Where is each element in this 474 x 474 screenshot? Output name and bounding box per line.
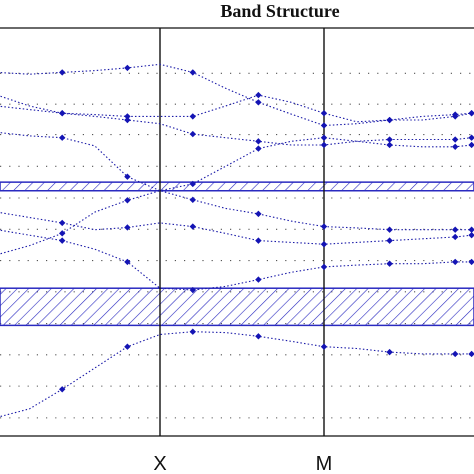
band-point bbox=[59, 237, 66, 244]
band-point bbox=[452, 226, 459, 233]
band-point bbox=[59, 230, 66, 237]
band-point bbox=[255, 138, 262, 145]
x-tick-label-X: X bbox=[153, 453, 166, 474]
band-point bbox=[320, 122, 328, 129]
band-point bbox=[124, 113, 131, 120]
band-point bbox=[189, 223, 196, 230]
band-line-3 bbox=[0, 105, 472, 146]
band-point bbox=[124, 224, 131, 231]
band-point bbox=[386, 260, 393, 267]
band-point bbox=[386, 226, 393, 233]
band-point bbox=[255, 145, 262, 152]
band-point bbox=[59, 219, 66, 227]
band-point bbox=[124, 116, 131, 124]
band-point bbox=[320, 141, 328, 149]
band-point bbox=[124, 197, 131, 204]
band-line-1 bbox=[0, 63, 472, 127]
band-line-4 bbox=[0, 132, 472, 192]
band-point bbox=[386, 136, 393, 143]
band-point bbox=[452, 111, 459, 118]
band-point bbox=[468, 258, 474, 266]
band-point bbox=[255, 99, 262, 106]
band-point bbox=[255, 237, 262, 244]
band-point bbox=[124, 343, 131, 350]
band-point bbox=[320, 110, 328, 117]
band-line-5 bbox=[0, 190, 472, 255]
band-line-8 bbox=[0, 331, 472, 418]
band-point bbox=[255, 276, 262, 283]
band-point bbox=[59, 110, 66, 117]
band-point bbox=[189, 130, 196, 138]
band-gap bbox=[0, 287, 474, 327]
band-point bbox=[468, 141, 474, 149]
band-point bbox=[59, 69, 66, 76]
band-line-7 bbox=[0, 229, 472, 291]
band-point bbox=[386, 348, 393, 356]
band-point bbox=[255, 91, 262, 99]
band-point bbox=[189, 196, 196, 204]
band-point bbox=[468, 231, 474, 239]
band-point bbox=[255, 333, 262, 340]
band-point bbox=[452, 136, 459, 143]
band-point bbox=[59, 386, 66, 393]
band-point bbox=[468, 110, 474, 117]
band-point bbox=[452, 143, 459, 150]
band-point bbox=[189, 328, 196, 335]
band-gap bbox=[0, 181, 474, 192]
chart-title: Band Structure bbox=[220, 1, 340, 21]
band-point bbox=[320, 343, 328, 350]
band-point bbox=[189, 113, 196, 120]
band-point bbox=[386, 237, 393, 244]
band-point bbox=[124, 64, 131, 72]
band-point bbox=[320, 241, 328, 248]
band-point bbox=[189, 286, 196, 294]
band-point bbox=[468, 350, 474, 358]
band-point bbox=[59, 134, 66, 141]
band-point bbox=[452, 350, 459, 358]
band-point bbox=[189, 69, 196, 76]
band-point bbox=[320, 223, 328, 230]
x-tick-label-M: M bbox=[316, 453, 333, 474]
band-point bbox=[320, 263, 328, 271]
band-point bbox=[124, 173, 131, 180]
band-point bbox=[255, 210, 262, 218]
band-point bbox=[320, 134, 328, 141]
band-point bbox=[452, 233, 459, 241]
band-point bbox=[189, 180, 196, 188]
band-point bbox=[386, 116, 393, 124]
band-point bbox=[468, 134, 474, 141]
band-point bbox=[468, 226, 474, 233]
band-point bbox=[386, 141, 393, 149]
band-line-6 bbox=[0, 212, 472, 245]
band-line-2 bbox=[0, 94, 472, 123]
band-point bbox=[124, 258, 131, 266]
band-point bbox=[452, 258, 459, 266]
